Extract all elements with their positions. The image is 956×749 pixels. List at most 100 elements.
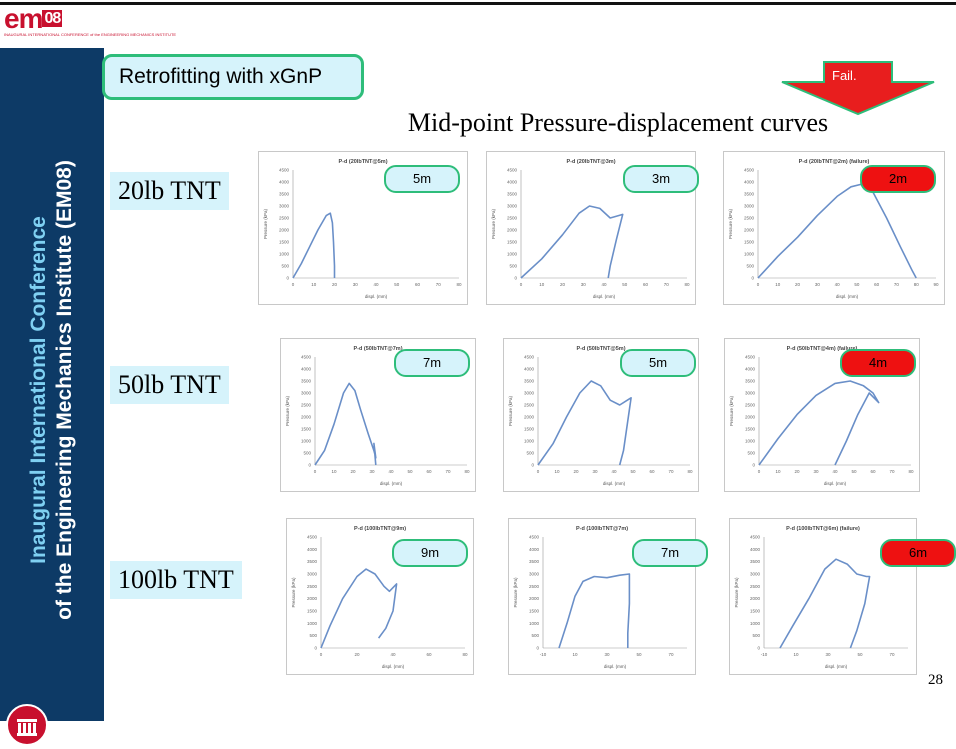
x-tick-label: 90 — [933, 282, 939, 287]
x-tick-label: 70 — [668, 652, 674, 657]
y-tick-label: 2500 — [529, 584, 540, 589]
y-tick-label: 500 — [309, 633, 317, 638]
y-tick-label: 4500 — [301, 355, 312, 360]
x-tick-label: 50 — [636, 652, 642, 657]
x-tick-label: 30 — [592, 469, 598, 474]
y-tick-label: 3500 — [524, 379, 535, 384]
y-tick-label: 4500 — [307, 535, 318, 540]
y-tick-label: 0 — [286, 276, 289, 281]
slide-heading: Mid-point Pressure-displacement curves — [407, 108, 829, 137]
x-axis-label: displ. (mm) — [603, 481, 626, 486]
y-axis-label: Pressure (kPa) — [285, 395, 290, 426]
chart-title: P-d (50lbTNT@4m) (failure) — [787, 346, 858, 352]
pressure-displacement-curve — [558, 573, 631, 649]
y-tick-label: 500 — [752, 633, 760, 638]
x-axis-label: displ. (mm) — [365, 294, 388, 299]
y-tick-label: 500 — [509, 264, 517, 269]
x-tick-label: 10 — [311, 282, 317, 287]
x-tick-label: 20 — [332, 282, 338, 287]
x-tick-label: 0 — [292, 282, 295, 287]
y-axis-label: Pressure (kPa) — [513, 577, 518, 608]
fail-arrow-icon: Fail. — [780, 60, 936, 116]
y-tick-label: 1000 — [745, 439, 756, 444]
y-tick-label: 1500 — [279, 240, 290, 245]
x-tick-label: 70 — [889, 652, 895, 657]
y-tick-label: 0 — [314, 646, 317, 651]
sidebar-banner: Inaugural International Conference of th… — [0, 48, 104, 746]
y-tick-label: 3000 — [279, 204, 290, 209]
y-tick-label: 1500 — [307, 609, 318, 614]
logo-text: em — [4, 3, 43, 34]
page-number: 28 — [928, 672, 943, 688]
chart-title: P-d (100lbTNT@6m) (failure) — [786, 526, 860, 532]
x-tick-label: -10 — [540, 652, 547, 657]
y-tick-label: 3000 — [750, 572, 761, 577]
y-tick-label: 0 — [531, 463, 534, 468]
y-tick-label: 1500 — [745, 427, 756, 432]
y-tick-label: 0 — [536, 646, 539, 651]
y-tick-label: 1000 — [301, 439, 312, 444]
conference-logo: em 08 INAUGURAL INTERNATIONAL CONFERENCE … — [4, 3, 177, 46]
y-tick-label: 500 — [746, 264, 754, 269]
y-tick-label: 3000 — [301, 391, 312, 396]
x-tick-label: 30 — [825, 652, 831, 657]
x-tick-label: 70 — [436, 282, 442, 287]
pressure-displacement-curve — [758, 380, 880, 466]
standoff-badge-failure: 2m — [860, 165, 936, 193]
pressure-displacement-curve — [314, 382, 377, 466]
y-tick-label: 4500 — [507, 168, 518, 173]
y-tick-label: 2500 — [301, 403, 312, 408]
top-rule — [0, 2, 956, 5]
y-tick-label: 4500 — [744, 168, 755, 173]
y-tick-label: 4000 — [301, 367, 312, 372]
standoff-badge: 7m — [394, 349, 470, 377]
x-axis-label: displ. (mm) — [382, 664, 405, 669]
y-tick-label: 1000 — [750, 621, 761, 626]
chart-title: P-d (20lbTNT@5m) — [338, 159, 387, 165]
x-tick-label: 30 — [353, 282, 359, 287]
sidebar-vertical-title: Inaugural International Conference of th… — [26, 120, 78, 660]
x-tick-label: 10 — [775, 469, 781, 474]
y-tick-label: 3500 — [507, 192, 518, 197]
logo-tagline: INAUGURAL INTERNATIONAL CONFERENCE of th… — [4, 32, 177, 37]
y-tick-label: 3000 — [307, 572, 318, 577]
x-tick-label: 20 — [573, 469, 579, 474]
chart-svg: P-d (50lbTNT@4m) (failure)05001000150020… — [729, 346, 914, 486]
y-tick-label: 3500 — [307, 559, 318, 564]
pressure-displacement-curve — [757, 183, 917, 279]
x-tick-label: 70 — [668, 469, 674, 474]
y-tick-label: 2500 — [279, 216, 290, 221]
y-axis-label: Pressure (kPa) — [491, 208, 496, 239]
x-tick-label: 10 — [331, 469, 337, 474]
y-axis-label: Pressure (kPa) — [508, 395, 513, 426]
y-tick-label: 1000 — [507, 252, 518, 257]
pressure-displacement-curve — [520, 205, 624, 279]
x-tick-label: 30 — [369, 469, 375, 474]
chart-svg: P-d (20lbTNT@5m)050010001500200025003000… — [263, 159, 462, 299]
y-tick-label: 4000 — [745, 367, 756, 372]
chart-svg: P-d (50lbTNT@5m)050010001500200025003000… — [508, 346, 693, 486]
y-tick-label: 4500 — [745, 355, 756, 360]
chart-title: P-d (100lbTNT@7m) — [576, 526, 628, 532]
y-tick-label: 2000 — [744, 228, 755, 233]
x-tick-label: 40 — [835, 282, 841, 287]
y-tick-label: 1500 — [744, 240, 755, 245]
x-tick-label: 20 — [350, 469, 356, 474]
y-tick-label: 1000 — [524, 439, 535, 444]
y-tick-label: 2000 — [301, 415, 312, 420]
x-tick-label: 50 — [851, 469, 857, 474]
y-tick-label: 0 — [308, 463, 311, 468]
y-tick-label: 1500 — [529, 609, 540, 614]
sidebar-title-line1: Inaugural International Conference — [27, 216, 50, 564]
y-tick-label: 2500 — [307, 584, 318, 589]
x-tick-label: 40 — [832, 469, 838, 474]
y-tick-label: 500 — [747, 451, 755, 456]
row-label-50lb: 50lb TNT — [110, 366, 229, 404]
y-tick-label: 4000 — [279, 180, 290, 185]
x-axis-label: displ. (mm) — [593, 294, 616, 299]
chart-svg: P-d (20lbTNT@3m)050010001500200025003000… — [491, 159, 690, 299]
x-tick-label: 10 — [554, 469, 560, 474]
y-tick-label: 1500 — [301, 427, 312, 432]
y-tick-label: 2000 — [507, 228, 518, 233]
x-tick-label: 20 — [795, 282, 801, 287]
